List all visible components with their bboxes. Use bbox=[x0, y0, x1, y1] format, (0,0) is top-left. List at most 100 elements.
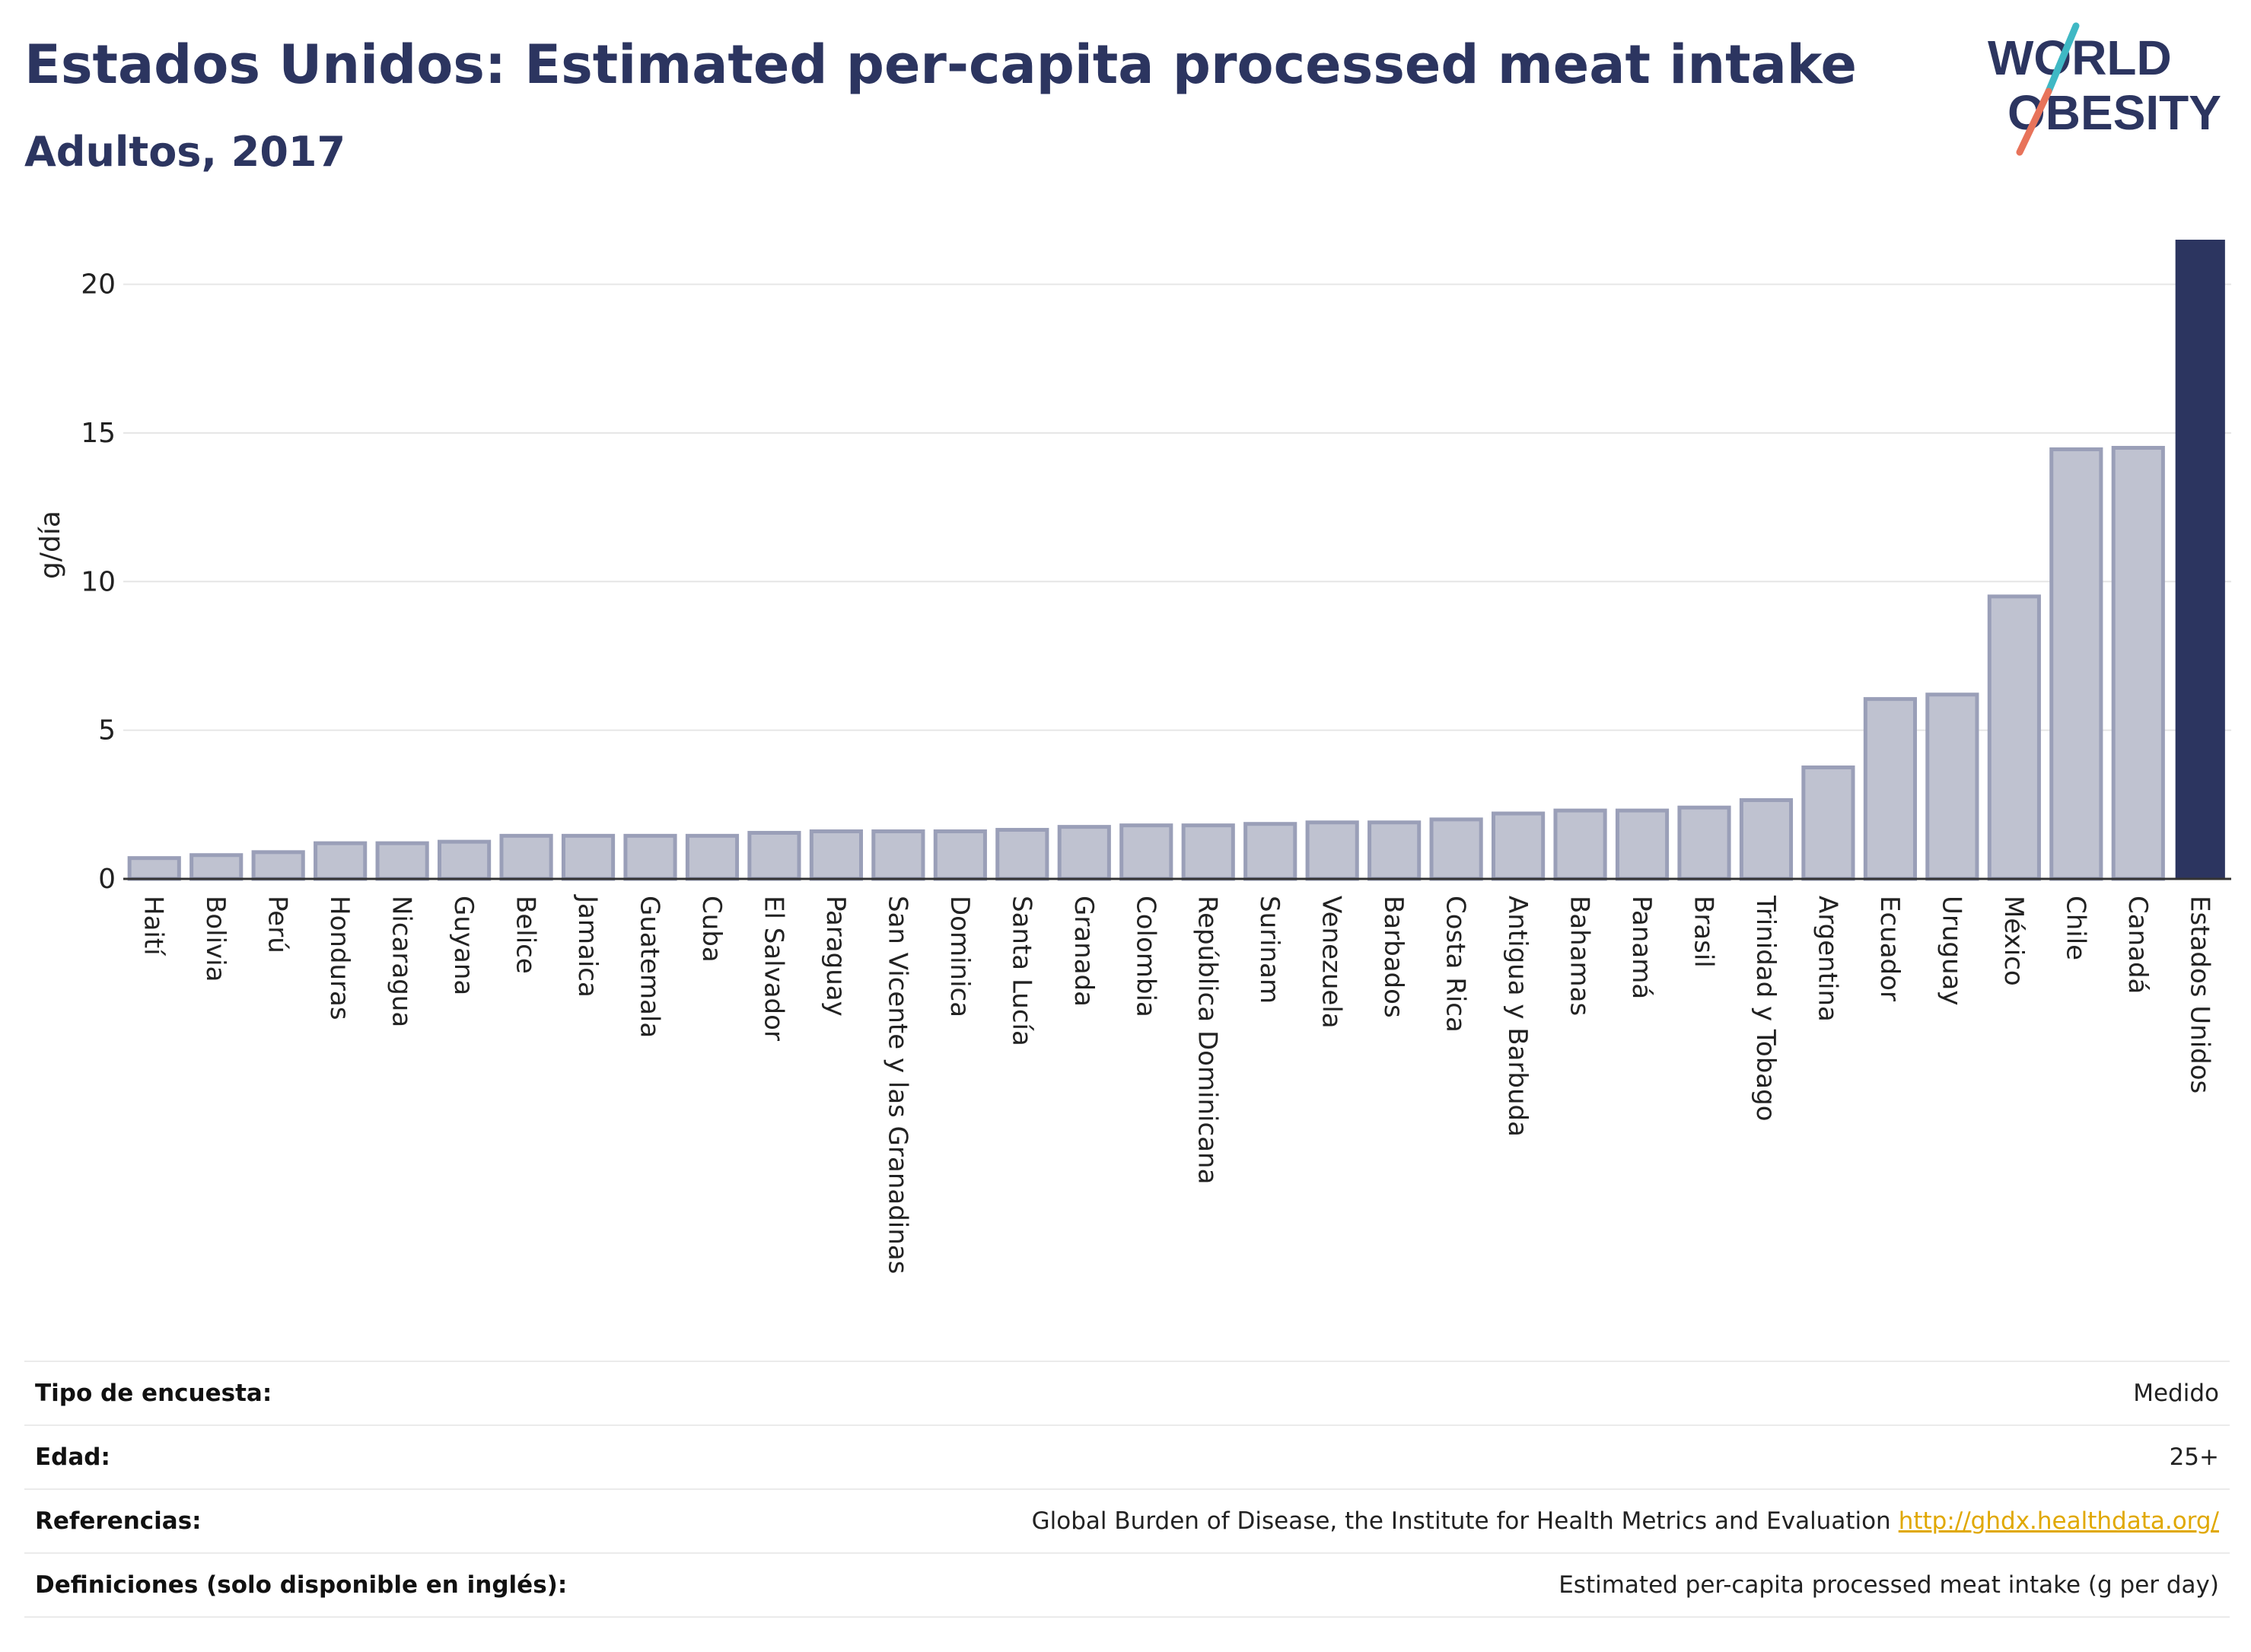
x-tick-label: Costa Rica bbox=[1441, 896, 1471, 1033]
meta-value-references: Global Burden of Disease, the Institute … bbox=[1032, 1507, 2219, 1535]
x-tick-label: Nicaragua bbox=[387, 896, 417, 1027]
meta-value-age: 25+ bbox=[2169, 1444, 2219, 1471]
bar-19 bbox=[1243, 822, 1297, 881]
meta-label-references: Referencias: bbox=[35, 1507, 202, 1535]
y-tick-label: 0 bbox=[98, 864, 116, 895]
bar-6 bbox=[438, 839, 492, 881]
x-tick-label: El Salvador bbox=[758, 896, 788, 1041]
meta-row-survey-type: Tipo de encuesta: Medido bbox=[24, 1362, 2230, 1426]
x-tick-label: Perú bbox=[263, 896, 293, 953]
x-tick-label: Colombia bbox=[1130, 896, 1161, 1017]
bar-7 bbox=[499, 833, 553, 881]
bar-1 bbox=[127, 856, 181, 881]
x-tick-label: Venezuela bbox=[1317, 896, 1347, 1029]
metadata-table: Tipo de encuesta: Medido Edad: 25+ Refer… bbox=[24, 1361, 2230, 1618]
x-tick-label: Guatemala bbox=[635, 896, 665, 1038]
x-tick-label: San Vicente y las Granadinas bbox=[882, 896, 912, 1274]
meta-value-survey-type: Medido bbox=[2133, 1380, 2219, 1407]
x-tick-label: Antigua y Barbuda bbox=[1502, 896, 1533, 1137]
y-tick-label: 5 bbox=[98, 715, 116, 746]
bar-4 bbox=[314, 841, 368, 881]
grid-lines bbox=[123, 283, 2231, 731]
x-tick-label: Haití bbox=[138, 896, 169, 957]
x-tick-label: Canadá bbox=[2122, 896, 2153, 994]
bar-28 bbox=[1801, 765, 1855, 881]
x-tick-label: Trinidad y Tobago bbox=[1750, 895, 1781, 1122]
world-obesity-logo: WORLD OBESITY bbox=[1988, 22, 2221, 156]
bar-25 bbox=[1615, 808, 1670, 881]
x-tick-label: Cuba bbox=[696, 896, 727, 963]
x-tick-label: Brasil bbox=[1689, 896, 1719, 968]
bar-chart: 0 5 10 15 20 Haití Bolivia Perú Honduras Nicaragu… bbox=[35, 240, 2231, 1274]
bar-10 bbox=[685, 833, 740, 881]
y-axis-label: g/día bbox=[35, 511, 66, 579]
bar-17 bbox=[1119, 823, 1173, 881]
x-tick-label: Estados Unidos bbox=[2184, 896, 2214, 1093]
meta-row-definitions: Definiciones (solo disponible en inglés)… bbox=[24, 1554, 2230, 1618]
x-tick-label: Argentina bbox=[1812, 896, 1842, 1022]
logo-line-2: OBESITY bbox=[2007, 85, 2221, 140]
x-tick-label: Bahamas bbox=[1565, 896, 1595, 1016]
bar-26 bbox=[1677, 805, 1731, 881]
bar-3 bbox=[251, 850, 305, 881]
x-tick-label: Jamaica bbox=[572, 894, 603, 998]
logo-slash-coral bbox=[2016, 88, 2052, 156]
meta-label-definitions: Definiciones (solo disponible en inglés)… bbox=[35, 1571, 568, 1599]
logo-line-1: WORLD bbox=[1988, 30, 2172, 85]
bar-13 bbox=[871, 829, 925, 881]
bar-27 bbox=[1739, 797, 1794, 881]
bar-5 bbox=[375, 841, 429, 881]
reference-text: Global Burden of Disease, the Institute … bbox=[1031, 1507, 1891, 1535]
bar-2 bbox=[189, 853, 244, 881]
page-title: Estados Unidos: Estimated per-capita pro… bbox=[24, 33, 1858, 96]
x-tick-label: Ecuador bbox=[1874, 896, 1905, 1001]
x-tick-label: Guyana bbox=[448, 896, 479, 995]
x-tick-label: Uruguay bbox=[1936, 896, 1966, 1006]
x-tick-label: Belice bbox=[511, 896, 541, 974]
bar-18 bbox=[1181, 823, 1235, 881]
logo-slash-teal bbox=[2045, 22, 2080, 95]
bar-9 bbox=[623, 833, 677, 881]
bar-21 bbox=[1367, 820, 1422, 881]
page-subtitle: Adultos, 2017 bbox=[24, 128, 346, 176]
x-tick-label: Barbados bbox=[1378, 896, 1409, 1018]
x-tick-label: República Dominicana bbox=[1192, 896, 1223, 1184]
bar-15 bbox=[995, 828, 1049, 881]
axes: 0 5 10 15 20 Haití Bolivia Perú Honduras Nicaragu… bbox=[81, 269, 2231, 1274]
meta-label-survey-type: Tipo de encuesta: bbox=[35, 1380, 272, 1407]
x-tick-label: Dominica bbox=[944, 896, 975, 1017]
bar-30 bbox=[1925, 692, 1979, 881]
meta-row-references: Referencias: Global Burden of Disease, t… bbox=[24, 1490, 2230, 1554]
meta-label-age: Edad: bbox=[35, 1444, 110, 1471]
x-tick-label: Granada bbox=[1068, 896, 1099, 1007]
x-tick-label: México bbox=[1998, 896, 2029, 986]
x-tick-label: Paraguay bbox=[820, 896, 851, 1017]
x-tick-label: Chile bbox=[2060, 896, 2090, 960]
bar-12 bbox=[809, 829, 863, 881]
bar-16 bbox=[1057, 825, 1111, 881]
bar-29 bbox=[1863, 697, 1917, 881]
bar-22 bbox=[1429, 817, 1483, 881]
y-tick-label: 15 bbox=[81, 418, 116, 449]
x-tick-label: Surinam bbox=[1254, 896, 1285, 1004]
reference-link[interactable]: http://ghdx.healthdata.org/ bbox=[1898, 1507, 2219, 1535]
bar-24 bbox=[1553, 808, 1607, 881]
y-tick-label: 20 bbox=[81, 269, 116, 301]
bar-14 bbox=[933, 829, 987, 881]
bar-8 bbox=[561, 833, 616, 881]
bar-33 bbox=[2111, 445, 2165, 881]
x-tick-label: Bolivia bbox=[200, 896, 231, 982]
bar-34 bbox=[2175, 240, 2225, 879]
bar-20 bbox=[1305, 820, 1359, 881]
meta-row-age: Edad: 25+ bbox=[24, 1426, 2230, 1490]
bar-31 bbox=[1987, 594, 2041, 881]
bar-32 bbox=[2049, 447, 2103, 881]
bar-23 bbox=[1492, 811, 1546, 881]
bar-11 bbox=[747, 830, 801, 881]
meta-value-definitions: Estimated per-capita processed meat inta… bbox=[1559, 1571, 2219, 1599]
x-tick-label: Santa Lucía bbox=[1006, 896, 1036, 1046]
x-tick-label: Honduras bbox=[324, 896, 355, 1020]
bars bbox=[127, 240, 2225, 881]
y-tick-label: 10 bbox=[81, 566, 116, 597]
x-tick-label: Panamá bbox=[1626, 896, 1657, 999]
